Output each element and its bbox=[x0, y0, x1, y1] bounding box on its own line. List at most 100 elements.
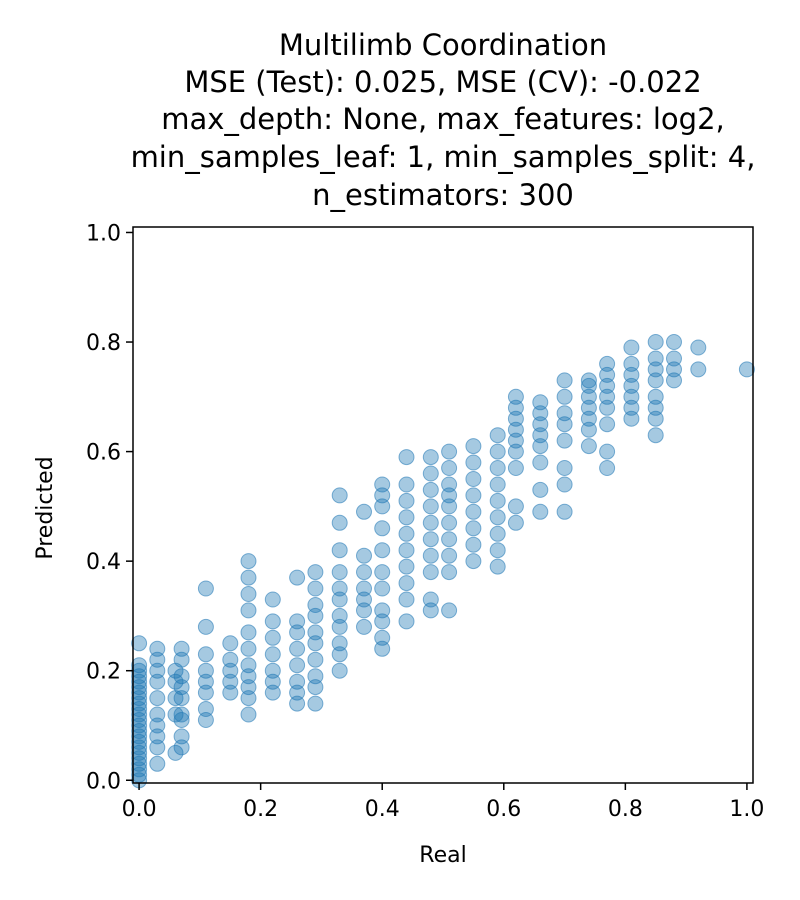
data-point bbox=[465, 520, 482, 537]
data-point bbox=[307, 580, 324, 597]
data-point bbox=[532, 438, 549, 455]
data-point bbox=[149, 640, 166, 657]
data-point bbox=[532, 405, 549, 422]
data-point bbox=[556, 432, 573, 449]
data-point bbox=[149, 690, 166, 707]
data-point bbox=[374, 640, 391, 657]
data-point bbox=[489, 492, 506, 509]
data-point bbox=[580, 372, 597, 389]
data-point bbox=[647, 334, 664, 350]
x-tick-label: 0.0 bbox=[122, 797, 157, 822]
data-point bbox=[441, 487, 458, 504]
data-point bbox=[422, 564, 439, 581]
data-point bbox=[465, 454, 482, 471]
data-point bbox=[167, 673, 184, 690]
data-point bbox=[173, 712, 190, 728]
data-point bbox=[131, 712, 148, 728]
data-point bbox=[356, 602, 372, 619]
data-point bbox=[623, 355, 640, 372]
data-point bbox=[173, 739, 190, 756]
data-point bbox=[331, 487, 348, 504]
y-tick-label: 1.0 bbox=[86, 221, 121, 246]
data-point bbox=[599, 399, 616, 416]
data-point bbox=[289, 569, 306, 586]
data-point bbox=[580, 388, 597, 405]
data-point bbox=[398, 509, 415, 526]
data-point bbox=[131, 635, 148, 652]
data-point bbox=[422, 591, 439, 608]
data-point bbox=[307, 564, 324, 581]
data-point bbox=[197, 712, 214, 728]
data-point bbox=[131, 739, 148, 756]
data-point bbox=[331, 591, 348, 608]
data-point bbox=[489, 443, 506, 460]
data-point bbox=[489, 460, 506, 476]
data-point bbox=[489, 476, 506, 493]
data-point bbox=[222, 684, 239, 701]
data-point bbox=[422, 514, 439, 531]
data-point bbox=[647, 388, 664, 405]
data-point bbox=[131, 750, 148, 767]
data-point bbox=[240, 553, 257, 570]
data-point bbox=[240, 586, 257, 602]
y-tick-label: 0.2 bbox=[86, 660, 121, 685]
data-point bbox=[647, 372, 664, 389]
data-point bbox=[131, 744, 148, 761]
data-point bbox=[532, 427, 549, 444]
data-point bbox=[599, 377, 616, 394]
data-point bbox=[149, 706, 166, 723]
data-point bbox=[289, 695, 306, 712]
data-point bbox=[441, 460, 458, 476]
data-point bbox=[398, 575, 415, 592]
data-point bbox=[149, 739, 166, 756]
data-point bbox=[666, 372, 682, 389]
data-point bbox=[441, 547, 458, 564]
data-point bbox=[240, 706, 257, 723]
data-point bbox=[131, 657, 148, 674]
data-point bbox=[131, 733, 148, 750]
data-point bbox=[580, 399, 597, 416]
data-point bbox=[647, 399, 664, 416]
data-point bbox=[441, 602, 458, 619]
data-points bbox=[131, 334, 755, 789]
data-point bbox=[465, 471, 482, 487]
data-point bbox=[173, 679, 190, 696]
x-tick-label: 0.4 bbox=[365, 797, 400, 822]
data-point bbox=[398, 591, 415, 608]
data-point bbox=[173, 690, 190, 707]
data-point bbox=[441, 443, 458, 460]
data-point bbox=[307, 607, 324, 624]
data-point bbox=[398, 542, 415, 559]
data-point bbox=[131, 668, 148, 685]
title-line: n_estimators: 300 bbox=[312, 178, 574, 212]
data-point bbox=[131, 761, 148, 778]
data-point bbox=[489, 427, 506, 444]
data-point bbox=[580, 410, 597, 427]
data-point bbox=[374, 580, 391, 597]
data-point bbox=[623, 366, 640, 383]
title-line: min_samples_leaf: 1, min_samples_split: … bbox=[131, 140, 756, 174]
data-point bbox=[556, 372, 573, 389]
data-point bbox=[580, 438, 597, 455]
data-point bbox=[307, 597, 324, 613]
data-point bbox=[197, 618, 214, 635]
data-point bbox=[441, 498, 458, 515]
data-point bbox=[149, 662, 166, 679]
data-point bbox=[647, 427, 664, 444]
data-point bbox=[356, 580, 372, 597]
axis-ticks: 0.0 0.2 0.4 0.6 0.8 1.0 0.0 0.2 0.4 0.6 0.8 1.0 bbox=[86, 221, 764, 822]
data-point bbox=[331, 542, 348, 559]
data-point bbox=[374, 564, 391, 581]
data-point bbox=[507, 514, 524, 531]
data-point bbox=[398, 449, 415, 466]
data-point bbox=[422, 449, 439, 466]
data-point bbox=[666, 361, 682, 378]
data-point bbox=[331, 635, 348, 652]
data-point bbox=[197, 684, 214, 701]
data-point bbox=[331, 662, 348, 679]
data-point bbox=[465, 536, 482, 553]
data-point bbox=[264, 629, 281, 646]
data-point bbox=[532, 503, 549, 520]
data-point bbox=[556, 405, 573, 422]
data-point bbox=[690, 339, 707, 356]
